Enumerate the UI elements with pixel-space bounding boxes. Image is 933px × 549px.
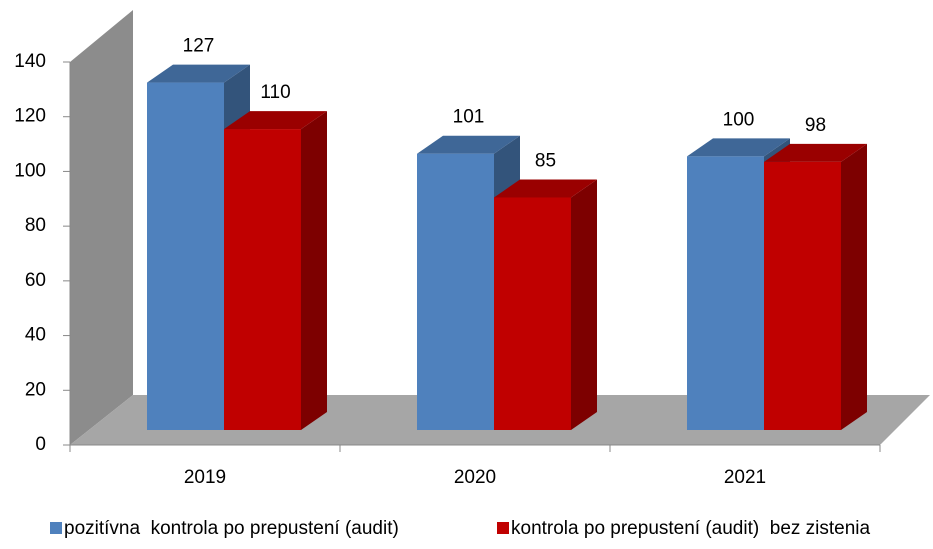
y-tick-label: 140 — [14, 51, 46, 72]
legend-label: pozitívna kontrola po prepustení (audit) — [64, 518, 399, 539]
legend-label: kontrola po prepustení (audit) bez ziste… — [511, 518, 871, 539]
value-label: 101 — [453, 107, 485, 128]
bar-side — [841, 143, 867, 430]
bar — [147, 82, 224, 431]
bar-top — [687, 138, 790, 157]
back-wall — [70, 10, 133, 445]
bar-side — [301, 111, 327, 431]
bar — [687, 156, 764, 430]
value-label: 110 — [260, 82, 290, 103]
legend-swatch — [497, 522, 509, 534]
bar — [417, 153, 494, 430]
bar-top — [764, 143, 867, 162]
y-tick-label: 100 — [14, 160, 46, 181]
value-label: 127 — [183, 36, 215, 57]
bar — [494, 197, 571, 430]
y-tick-label: 0 — [35, 434, 46, 455]
y-tick-label: 20 — [25, 379, 46, 400]
value-label: 100 — [723, 109, 755, 130]
value-label: 98 — [805, 115, 826, 136]
bar-side — [571, 179, 597, 430]
bar — [224, 129, 301, 431]
x-tick-label: 2021 — [724, 467, 766, 488]
y-tick-label: 40 — [25, 325, 46, 346]
bar-top — [147, 64, 250, 83]
x-tick-label: 2020 — [454, 467, 496, 488]
bar-top — [417, 135, 520, 154]
bar-top — [224, 111, 327, 130]
bar — [764, 161, 841, 430]
bar-top — [494, 179, 597, 198]
x-tick-label: 2019 — [184, 467, 226, 488]
legend-swatch — [50, 522, 62, 534]
y-tick-label: 60 — [25, 270, 46, 291]
y-tick-label: 80 — [25, 215, 46, 236]
value-label: 85 — [535, 150, 556, 171]
y-tick-label: 120 — [14, 106, 46, 127]
